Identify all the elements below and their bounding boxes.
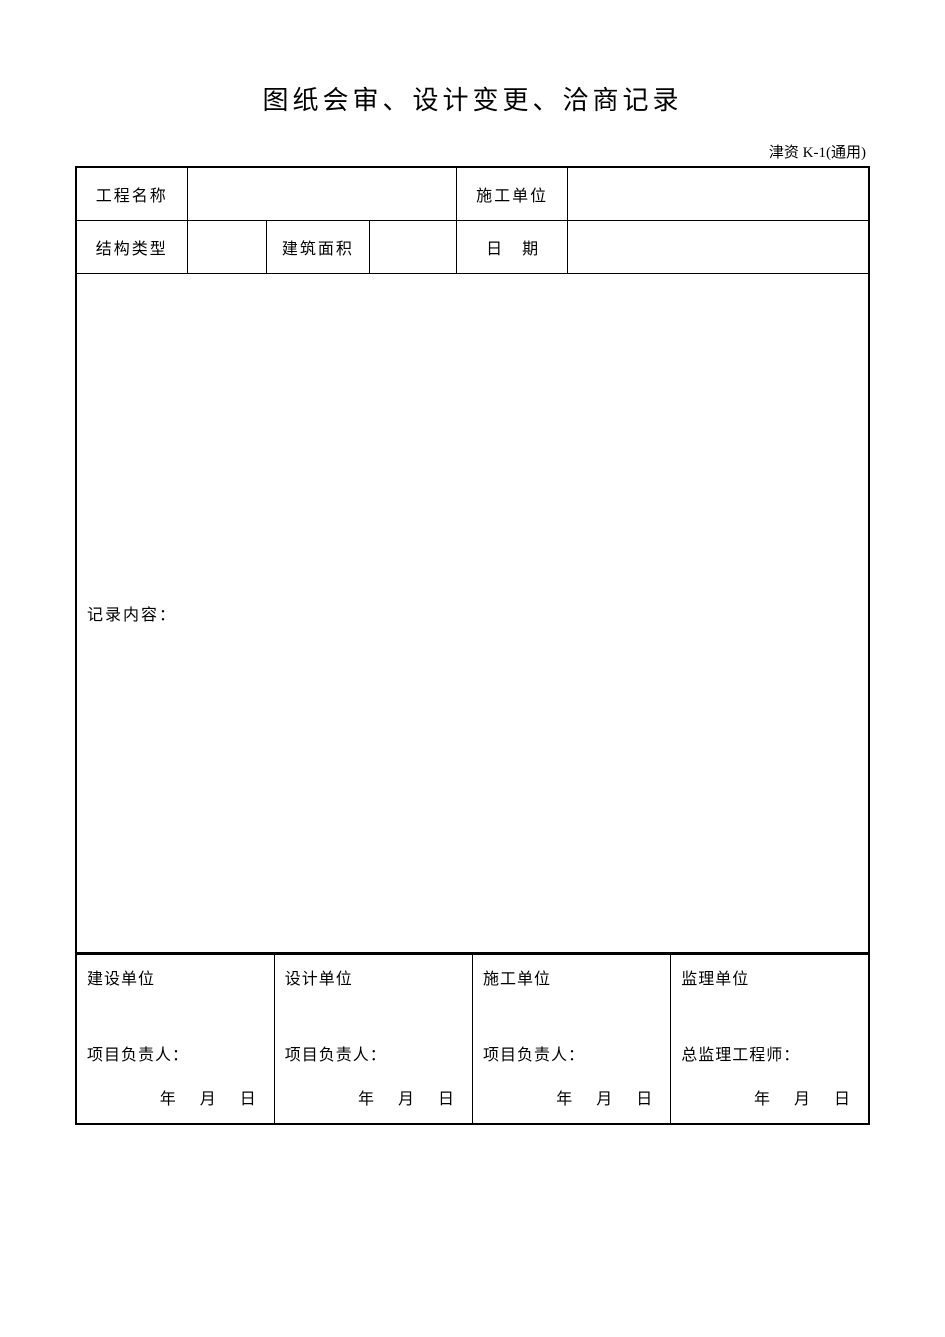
sig-responsible-4: 总监理工程师：: [671, 1031, 869, 1075]
record-content-cell: 记录内容：: [76, 274, 869, 954]
sig-date-3: 年月日: [473, 1075, 671, 1124]
document-title: 图纸会审、设计变更、洽商记录: [75, 80, 870, 117]
structure-type-label: 结构类型: [76, 221, 187, 274]
sig-responsible-2: 项目负责人：: [274, 1031, 472, 1075]
date-value: [568, 221, 869, 274]
building-area-label: 建筑面积: [266, 221, 369, 274]
project-name-value: [187, 167, 457, 221]
record-row: 记录内容：: [76, 274, 869, 954]
signature-responsible-row: 项目负责人： 项目负责人： 项目负责人： 总监理工程师：: [76, 1031, 869, 1075]
form-code: 津资 K-1(通用): [75, 141, 866, 162]
sig-date-2: 年月日: [274, 1075, 472, 1124]
header-row-1: 工程名称 施工单位: [76, 167, 869, 221]
date-label: 日期: [457, 221, 568, 274]
building-area-value: [369, 221, 456, 274]
form-table: 工程名称 施工单位 结构类型 建筑面积 日期 记录内容：: [75, 166, 870, 955]
project-name-label: 工程名称: [76, 167, 187, 221]
signature-unit-row: 建设单位 设计单位 施工单位 监理单位: [76, 953, 869, 1002]
sig-date-1: 年月日: [76, 1075, 274, 1124]
signature-date-row: 年月日 年月日 年月日 年月日: [76, 1075, 869, 1124]
sig-unit-3: 施工单位: [473, 953, 671, 1002]
construction-unit-value: [568, 167, 869, 221]
record-label: 记录内容：: [87, 601, 858, 625]
sig-responsible-1: 项目负责人：: [76, 1031, 274, 1075]
signature-spacer-row: [76, 1001, 869, 1031]
sig-unit-2: 设计单位: [274, 953, 472, 1002]
sig-responsible-3: 项目负责人：: [473, 1031, 671, 1075]
signature-table: 建设单位 设计单位 施工单位 监理单位 项目负责人： 项目负责人： 项目负责人：…: [75, 952, 870, 1125]
sig-unit-1: 建设单位: [76, 953, 274, 1002]
structure-type-value: [187, 221, 266, 274]
header-row-2: 结构类型 建筑面积 日期: [76, 221, 869, 274]
sig-unit-4: 监理单位: [671, 953, 869, 1002]
construction-unit-label: 施工单位: [457, 167, 568, 221]
sig-date-4: 年月日: [671, 1075, 869, 1124]
